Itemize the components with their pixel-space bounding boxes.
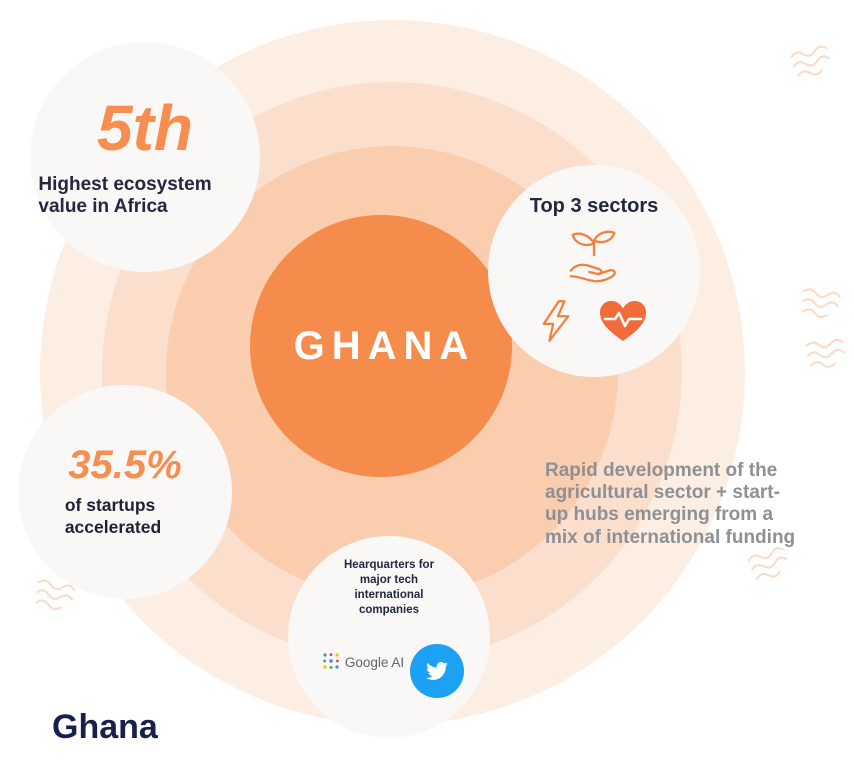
google-ai-label: Google AI [344,655,405,671]
company-logos-row: Google AI [322,636,465,698]
sectors-bubble: Top 3 sectors [488,165,700,377]
ghana-center-circle: GHANA [250,215,512,477]
google-dots-icon [322,652,340,673]
accelerated-label: of startups accelerated [64,495,162,537]
squiggle-watermark [788,40,839,90]
sectors-title: Top 3 sectors [529,194,659,217]
accelerated-bubble: 35.5% of startups accelerated [18,385,232,599]
squiggle-watermark [797,283,844,329]
squiggle-watermark [804,334,850,379]
headquarters-label: Hearquarters for major tech internationa… [343,559,435,616]
rank-value: 5th [97,91,193,164]
twitter-icon [410,643,465,698]
sector-icons-row [540,299,648,348]
plant-hand-icon [558,228,630,289]
twitter-bird-icon [426,661,449,680]
page-title: Ghana [52,708,158,746]
heart-pulse-icon [598,299,648,348]
note-text: Rapid development of the agricultural se… [545,460,796,548]
squiggle-watermark [30,574,80,623]
google-ai-logo: Google AI [322,652,404,673]
accelerated-value: 35.5% [68,443,182,488]
headquarters-bubble: Hearquarters for major tech internationa… [288,536,490,738]
center-label: GHANA [293,323,476,368]
lightning-icon [540,299,572,348]
squiggle-watermark [745,541,798,593]
rank-bubble: 5th Highest ecosystem value in Africa [30,42,260,272]
rank-label: Highest ecosystem value in Africa [38,173,212,217]
